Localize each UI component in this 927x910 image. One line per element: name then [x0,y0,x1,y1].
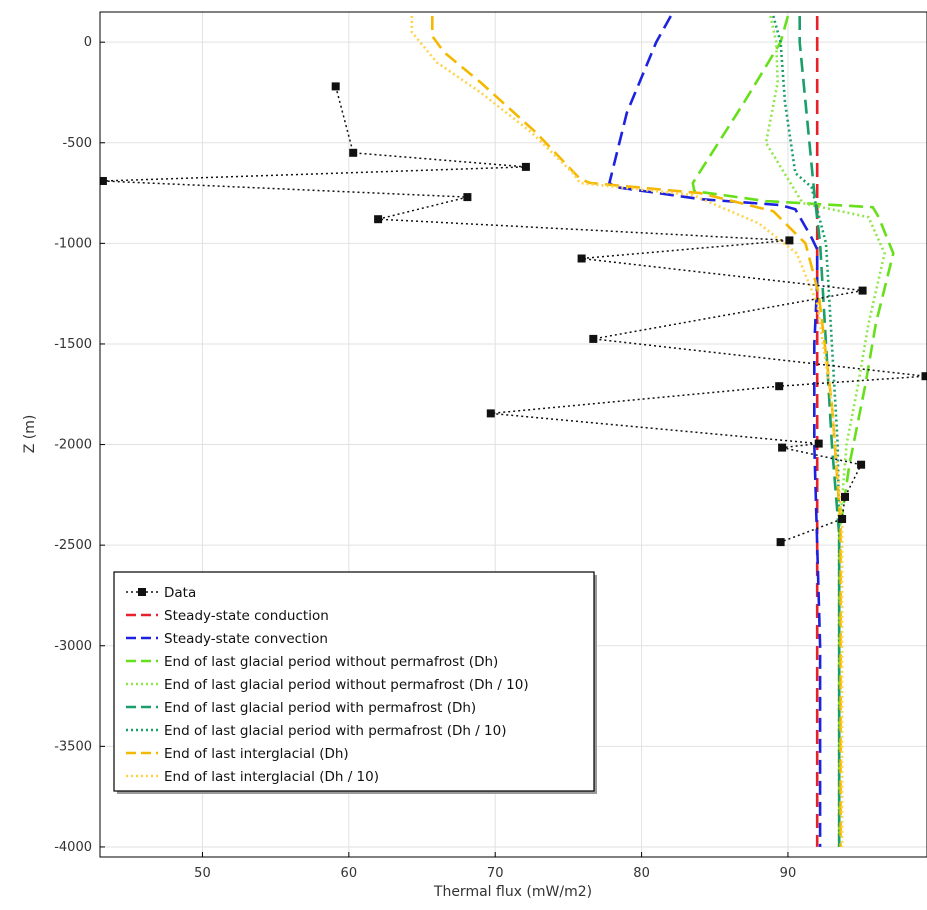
data-point [332,82,340,90]
data-point [785,236,793,244]
y-tick-label: -2500 [54,538,92,553]
data-point [775,382,783,390]
y-tick-label: -1500 [54,337,92,352]
legend-marker [138,588,146,596]
data-point [857,461,865,469]
data-point [838,515,846,523]
legend-label: End of last glacial period without perma… [164,677,529,693]
data-point [859,287,867,295]
series-line-2 [609,16,820,847]
data-point [374,215,382,223]
legend-label: End of last glacial period with permafro… [164,723,507,739]
data-point [522,163,530,171]
legend-label: Data [164,585,196,601]
y-tick-label: -500 [62,136,92,151]
legend-label: End of last interglacial (Dh / 10) [164,769,379,785]
y-axis-title: Z (m) [22,415,38,454]
legend-label: End of last glacial period with permafro… [164,700,476,716]
series-line-4 [766,16,885,847]
legend-label: Steady-state conduction [164,608,329,624]
data-point [922,372,927,380]
data-point [841,493,849,501]
x-axis-title: Thermal flux (mW/m2) [433,884,592,900]
x-tick-label: 70 [487,866,504,881]
data-point [578,255,586,263]
series-line-0 [103,86,926,542]
data-point [589,335,597,343]
y-tick-label: -4000 [54,840,92,855]
data-point [487,409,495,417]
x-tick-label: 50 [194,866,211,881]
y-tick-label: -2000 [54,438,92,453]
data-point [777,538,785,546]
x-tick-label: 90 [780,866,797,881]
data-point [778,444,786,452]
x-tick-label: 80 [633,866,650,881]
legend: Data Steady-state conduction Steady-state … [114,572,597,794]
y-tick-label: -1000 [54,236,92,251]
legend-label: End of last glacial period without perma… [164,654,498,670]
legend-label: End of last interglacial (Dh) [164,746,349,762]
series-line-3 [693,16,894,847]
data-point [815,440,823,448]
x-tick-label: 60 [341,866,358,881]
y-tick-label: 0 [84,35,92,50]
y-tick-label: -3000 [54,639,92,654]
data-point [463,193,471,201]
data-point [349,149,357,157]
legend-label: Steady-state convection [164,631,328,647]
y-tick-label: -3500 [54,739,92,754]
series-line-6 [773,16,839,847]
